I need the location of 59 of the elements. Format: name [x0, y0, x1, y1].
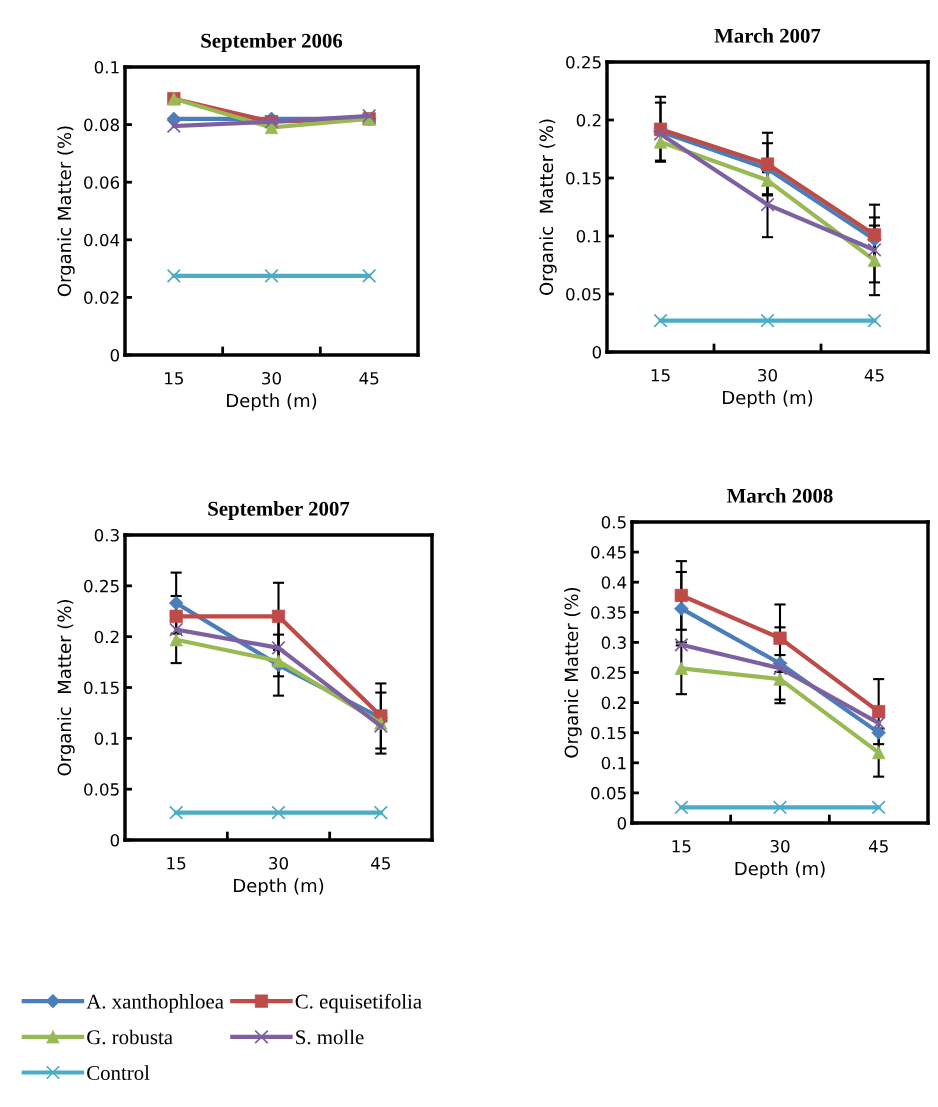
x-tick-label: 15 [651, 369, 670, 382]
y-tick-label: 0.5 [601, 515, 626, 529]
y-tick-label: 0.2 [601, 696, 626, 710]
y-tick-label: 0.2 [576, 113, 601, 127]
x-axis-title: Depth (m) [723, 390, 813, 408]
y-tick-label: 0.3 [601, 636, 626, 649]
legend-label: C. equisetifolia [295, 993, 422, 1013]
y-tick-label: 0.1 [576, 229, 601, 243]
x-tick-label: 30 [262, 371, 281, 385]
y-tick-label: 0 [110, 833, 120, 847]
x-tick-label: 45 [359, 372, 379, 385]
legend-label: Control [87, 1065, 150, 1080]
y-tick-label: 0.3 [94, 528, 119, 542]
chart-title: March 2008 [727, 488, 833, 503]
y-tick-label: 0.1 [94, 60, 119, 74]
y-tick-label: 0.05 [84, 783, 119, 796]
x-tick-label: 45 [864, 369, 884, 382]
y-tick-label: 0.05 [566, 287, 601, 301]
y-tick-label: 0.15 [591, 726, 626, 740]
y-tick-label: 0.25 [591, 666, 626, 680]
y-tick-label: 0 [617, 816, 627, 830]
legend-label: G. robusta [87, 1029, 173, 1045]
y-tick-label: 0.2 [94, 630, 119, 644]
y-axis-title: Organic Matter (%) [57, 126, 75, 297]
y-tick-label: 0 [110, 348, 120, 362]
y-tick-label: 0.1 [601, 756, 626, 770]
y-axis-title: Organic Matter (%) [564, 587, 582, 758]
y-axis-title: Organic Matter (%) [57, 600, 75, 776]
x-tick-label: 30 [758, 368, 777, 382]
y-tick-label: 0.25 [566, 55, 601, 69]
legend-label: A. xanthophloea [86, 993, 224, 1013]
y-axis-title: Organic Matter (%) [539, 119, 557, 295]
y-tick-label: 0.1 [94, 732, 119, 745]
legend-label: S. molle [296, 1029, 364, 1045]
x-tick-label: 15 [165, 372, 183, 385]
y-tick-label: 0.08 [84, 118, 119, 132]
x-axis-title: Depth (m) [227, 393, 317, 411]
x-axis-title: Depth (m) [735, 861, 825, 879]
y-tick-label: 0.06 [84, 176, 120, 189]
y-tick-label: 0.25 [84, 579, 119, 593]
x-axis-title: Depth (m) [234, 878, 324, 896]
x-tick-label: 45 [371, 857, 390, 870]
y-tick-label: 0.45 [591, 546, 626, 559]
chart-title: September 2006 [201, 33, 343, 52]
x-tick-label: 30 [269, 856, 288, 870]
y-tick-label: 0.15 [84, 681, 119, 695]
y-tick-label: 0.04 [84, 233, 120, 247]
x-tick-label: 15 [672, 840, 691, 853]
y-tick-label: 0.15 [566, 171, 601, 185]
x-tick-label: 45 [868, 840, 888, 853]
y-tick-label: 0.4 [601, 576, 627, 589]
y-tick-label: 0.35 [591, 606, 626, 619]
y-tick-label: 0 [592, 345, 602, 359]
x-tick-label: 15 [167, 857, 186, 870]
chart-title: March 2007 [714, 28, 821, 43]
chart-title: September 2007 [208, 501, 350, 520]
y-tick-label: 0.02 [84, 291, 119, 304]
y-tick-label: 0.05 [591, 786, 626, 800]
x-tick-label: 30 [770, 839, 790, 853]
